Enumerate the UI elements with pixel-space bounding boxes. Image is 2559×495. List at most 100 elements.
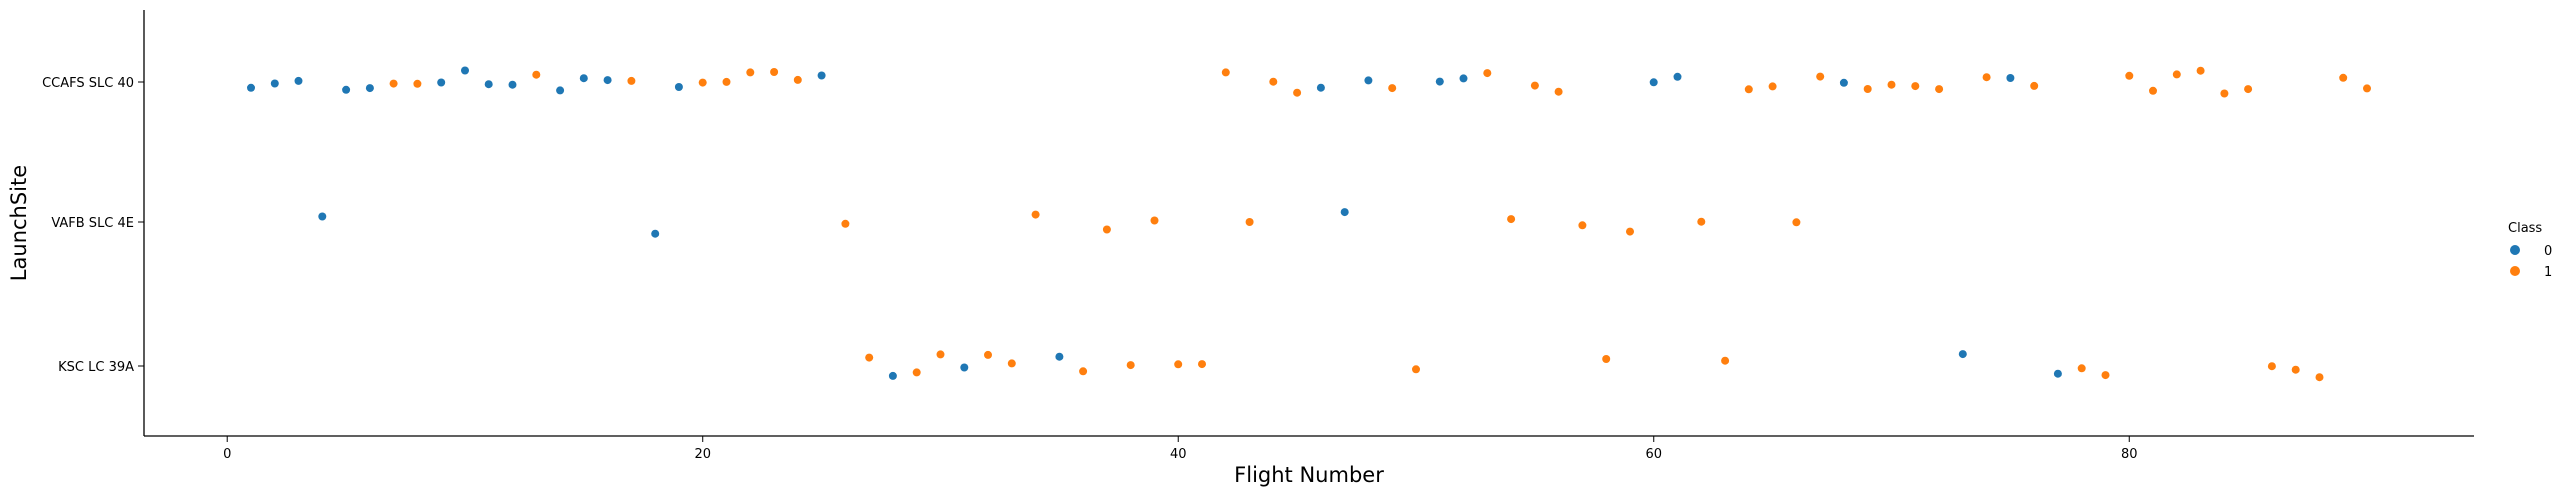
- data-point: [1839, 78, 1848, 87]
- data-point: [365, 84, 374, 93]
- data-point: [1507, 215, 1516, 224]
- data-point: [2077, 364, 2086, 373]
- data-point: [1958, 350, 1967, 359]
- data-point: [2149, 86, 2157, 95]
- data-point: [793, 75, 802, 84]
- data-point: [984, 350, 992, 359]
- data-point: [1293, 88, 1302, 97]
- data-point: [770, 68, 779, 76]
- data-point: [960, 363, 969, 372]
- data-point: [817, 71, 826, 80]
- data-point: [1221, 68, 1230, 77]
- data-point: [1150, 216, 1159, 225]
- data-point: [1721, 356, 1730, 365]
- y-axis-label: LaunchSite: [7, 165, 31, 281]
- data-point: [579, 74, 588, 83]
- data-point: [532, 70, 541, 79]
- data-point: [2291, 365, 2300, 374]
- data-point: [1530, 81, 1539, 90]
- y-tick-label: CCAFS SLC 40: [42, 76, 134, 91]
- data-point: [1316, 83, 1325, 92]
- data-point: [2101, 371, 2110, 380]
- data-point: [1364, 76, 1373, 85]
- data-point: [1578, 221, 1587, 230]
- x-tick-label: 20: [694, 447, 711, 462]
- data-point: [1768, 82, 1777, 91]
- data-point: [1198, 360, 1206, 369]
- data-point: [2339, 73, 2348, 82]
- data-point: [1245, 218, 1254, 226]
- data-point: [1483, 69, 1492, 78]
- x-axis-label: Flight Number: [1234, 463, 1384, 487]
- legend: Class 0 1: [2508, 221, 2552, 280]
- x-ticks: 0 20 40 60 80: [223, 436, 2138, 462]
- y-tick-label: VAFB SLC 4E: [51, 216, 134, 231]
- legend-title: Class: [2508, 221, 2542, 236]
- data-point: [1031, 210, 1040, 219]
- data-point: [461, 66, 469, 75]
- data-point: [1340, 208, 1349, 217]
- data-point: [1388, 84, 1397, 93]
- data-point: [1174, 360, 1183, 369]
- data-point: [270, 79, 279, 88]
- data-point: [722, 77, 731, 86]
- data-point: [651, 229, 660, 238]
- data-point: [508, 80, 517, 89]
- data-point: [1673, 72, 1682, 81]
- data-point: [342, 85, 351, 94]
- plot-area: [143, 10, 2474, 437]
- x-tick-label: 60: [1645, 447, 1662, 462]
- data-point: [2172, 70, 2181, 79]
- data-point: [912, 368, 921, 377]
- data-point: [294, 76, 303, 85]
- data-point: [1554, 87, 1563, 96]
- data-point: [674, 83, 683, 91]
- data-point: [2196, 66, 2205, 75]
- data-point: [1911, 82, 1920, 91]
- data-point: [1055, 352, 1064, 361]
- data-point: [1792, 218, 1801, 227]
- data-point: [603, 76, 612, 85]
- data-point: [413, 79, 422, 88]
- data-point: [2244, 85, 2253, 94]
- legend-marker: [2510, 266, 2520, 276]
- y-tick-label: KSC LC 39A: [58, 360, 134, 375]
- data-point: [841, 219, 850, 228]
- data-point: [888, 371, 897, 380]
- data-point: [2030, 81, 2039, 90]
- data-points: [247, 66, 2371, 382]
- data-point: [1887, 80, 1896, 89]
- data-point: [1007, 359, 1016, 368]
- data-point: [865, 353, 874, 362]
- data-point: [318, 212, 327, 221]
- x-tick-label: 0: [223, 447, 231, 462]
- data-point: [1459, 74, 1468, 83]
- legend-label: 0: [2544, 244, 2552, 259]
- data-point: [484, 80, 493, 89]
- data-point: [698, 78, 707, 87]
- data-point: [746, 68, 755, 77]
- data-point: [1435, 77, 1444, 86]
- data-point: [1816, 72, 1825, 81]
- data-point: [1863, 85, 1872, 93]
- data-point: [1935, 85, 1944, 94]
- data-point: [1102, 225, 1111, 234]
- data-point: [627, 76, 636, 85]
- legend-marker: [2510, 245, 2520, 255]
- data-point: [556, 86, 565, 95]
- data-point: [1697, 217, 1706, 226]
- data-point: [2267, 362, 2276, 371]
- data-point: [389, 79, 398, 88]
- data-point: [2053, 369, 2062, 378]
- data-point: [2125, 71, 2134, 80]
- data-point: [936, 350, 945, 359]
- data-point: [1744, 85, 1753, 94]
- data-point: [2363, 84, 2371, 93]
- data-point: [1649, 78, 1658, 87]
- data-point: [1982, 73, 1991, 82]
- data-point: [437, 78, 446, 87]
- data-point: [1079, 367, 1088, 376]
- data-point: [2006, 74, 2015, 82]
- data-point: [2315, 373, 2324, 382]
